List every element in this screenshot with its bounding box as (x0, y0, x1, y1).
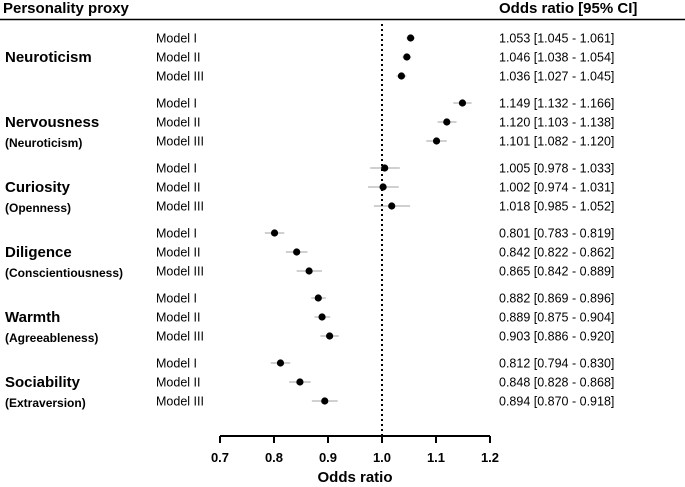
header-left: Personality proxy (3, 0, 130, 17)
ci-value-label: 1.002 [0.974 - 1.031] (499, 181, 614, 195)
odds-ratio-point (276, 359, 285, 367)
ci-value-label: 0.889 [0.875 - 0.904] (499, 311, 614, 325)
odds-ratio-point (296, 378, 304, 386)
group-name: Warmth (5, 309, 60, 326)
ci-value-label: 0.865 [0.842 - 0.889] (499, 265, 614, 279)
group-name: Neuroticism (5, 49, 92, 66)
odds-ratio-point (443, 118, 451, 126)
odds-ratio-point (458, 99, 467, 107)
model-label: Model I (156, 292, 197, 306)
model-label: Model III (156, 70, 204, 84)
group-nervousness: Nervousness (Neuroticism) Model I 1.149 [1.… (5, 97, 614, 151)
ci-value-label: 1.053 [1.045 - 1.061] (499, 32, 614, 46)
model-label: Model I (156, 32, 197, 46)
group-subtitle: (Agreeableness) (5, 331, 98, 345)
odds-ratio-point (432, 137, 441, 145)
model-label: Model III (156, 265, 204, 279)
model-label: Model II (156, 246, 200, 260)
group-sociability: Sociability (Extraversion) Model I 0.812 [0… (5, 357, 614, 411)
x-tick-label: 1.1 (427, 450, 445, 465)
group-name: Curiosity (5, 179, 71, 196)
x-tick-label: 0.7 (211, 450, 229, 465)
group-warmth: Warmth (Agreeableness) Model I 0.882 [0.869… (5, 292, 614, 346)
model-label: Model II (156, 376, 200, 390)
model-label: Model III (156, 395, 204, 409)
odds-ratio-point (326, 332, 334, 340)
model-label: Model III (156, 330, 204, 344)
group-neuroticism: Neuroticism Model I 1.053 [1.045 - 1.061] M… (5, 32, 614, 84)
group-subtitle: (Neuroticism) (5, 136, 82, 150)
ci-value-label: 0.812 [0.794 - 0.830] (499, 357, 614, 371)
odds-ratio-point (397, 72, 406, 80)
model-label: Model I (156, 97, 197, 111)
ci-value-label: 0.848 [0.828 - 0.868] (499, 376, 614, 390)
odds-ratio-point (293, 248, 301, 256)
ci-value-label: 1.101 [1.082 - 1.120] (499, 135, 614, 149)
ci-value-label: 1.018 [0.985 - 1.052] (499, 200, 614, 214)
ci-value-label: 1.036 [1.027 - 1.045] (499, 70, 614, 84)
model-label: Model III (156, 135, 204, 149)
model-label: Model I (156, 227, 197, 241)
x-tick-label: 0.8 (265, 450, 283, 465)
group-subtitle: (Extraversion) (5, 396, 86, 410)
ci-value-label: 0.801 [0.783 - 0.819] (499, 227, 614, 241)
group-name: Diligence (5, 244, 72, 261)
ci-value-label: 0.903 [0.886 - 0.920] (499, 330, 614, 344)
ci-value-label: 1.046 [1.038 - 1.054] (499, 51, 614, 65)
model-label: Model II (156, 181, 200, 195)
model-label: Model II (156, 116, 200, 130)
ci-value-label: 1.120 [1.103 - 1.138] (499, 116, 614, 130)
odds-ratio-point (270, 229, 279, 237)
odds-ratio-point (305, 267, 313, 275)
group-name: Sociability (5, 374, 81, 391)
odds-ratio-point (407, 34, 415, 42)
group-name: Nervousness (5, 114, 99, 131)
odds-ratio-point (403, 53, 411, 61)
group-curiosity: Curiosity (Openness) Model I 1.005 [0.978 -… (5, 162, 614, 216)
ci-value-label: 1.149 [1.132 - 1.166] (499, 97, 614, 111)
group-subtitle: (Conscientiousness) (5, 266, 123, 280)
x-axis-label: Odds ratio (317, 469, 392, 486)
x-tick-label: 1.2 (481, 450, 499, 465)
odds-ratio-point (318, 313, 326, 321)
x-axis: 0.7 0.8 0.9 1.0 1.1 1.2 (211, 435, 499, 465)
ci-value-label: 1.005 [0.978 - 1.033] (499, 162, 614, 176)
x-tick-label: 1.0 (373, 450, 391, 465)
x-tick-label: 0.9 (319, 450, 337, 465)
odds-ratio-point (314, 294, 322, 302)
model-label: Model III (156, 200, 204, 214)
ci-value-label: 0.894 [0.870 - 0.918] (499, 395, 614, 409)
odds-ratio-point (379, 183, 387, 191)
model-label: Model I (156, 162, 197, 176)
odds-ratio-point (321, 397, 329, 405)
group-diligence: Diligence (Conscientiousness) Model I 0.801… (5, 227, 614, 281)
group-subtitle: (Openness) (5, 201, 71, 215)
model-label: Model I (156, 357, 197, 371)
model-label: Model II (156, 51, 200, 65)
header-right: Odds ratio [95% CI] (499, 0, 637, 17)
ci-value-label: 0.882 [0.869 - 0.896] (499, 292, 614, 306)
odds-ratio-point (388, 202, 396, 210)
ci-value-label: 0.842 [0.822 - 0.862] (499, 246, 614, 260)
model-label: Model II (156, 311, 200, 325)
